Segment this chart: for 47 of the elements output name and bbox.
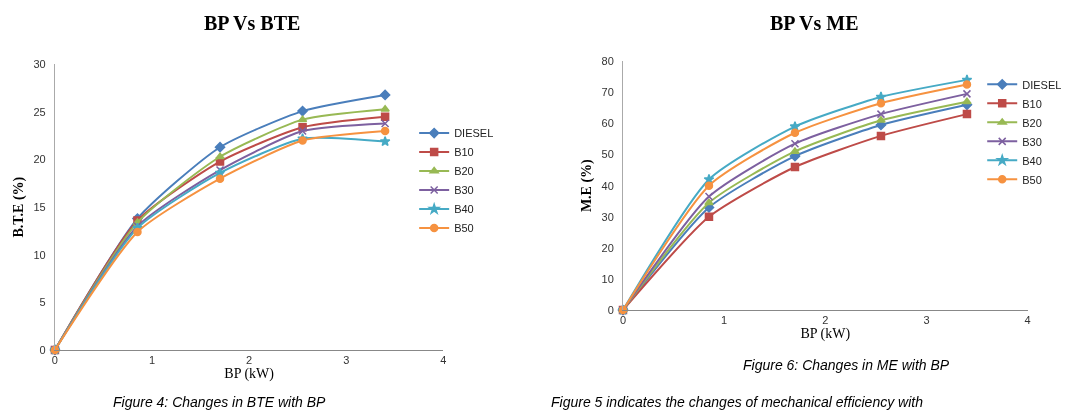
caption: Figure 5 indicates the changes of mechanical efficiency with xyxy=(551,394,924,410)
legend-label: DIESEL xyxy=(454,127,494,140)
legend-label: B30 xyxy=(454,184,474,197)
legend-label: DIESEL xyxy=(1022,78,1062,91)
legend-label: B20 xyxy=(454,165,474,178)
y-tick-label: 10 xyxy=(33,248,46,261)
x-tick-label: 4 xyxy=(1024,314,1031,327)
legend-label: B40 xyxy=(1022,154,1042,167)
y-tick-label: 30 xyxy=(601,210,614,223)
x-axis-title: BP (kW) xyxy=(800,326,851,343)
chart-title: BP Vs ME xyxy=(770,12,859,34)
y-tick-label: 40 xyxy=(601,179,614,192)
legend-label: B20 xyxy=(1022,116,1042,129)
y-tick-label: 20 xyxy=(601,241,614,254)
y-tick-label: 80 xyxy=(601,55,614,68)
y-tick-label: 0 xyxy=(39,343,46,356)
x-tick-label: 1 xyxy=(148,354,156,367)
x-tick-label: 2 xyxy=(822,314,829,327)
x-tick-label: 2 xyxy=(246,354,253,367)
legend-label: B10 xyxy=(1022,97,1042,110)
y-axis-title: M.E (%) xyxy=(579,158,596,213)
x-tick-label: 3 xyxy=(923,314,930,327)
y-tick-label: 25 xyxy=(33,105,46,118)
x-tick-label: 3 xyxy=(343,354,350,367)
y-tick-label: 50 xyxy=(601,148,614,161)
legend-label: B30 xyxy=(1022,135,1042,148)
caption: Figure 4: Changes in BTE with BP xyxy=(113,394,327,410)
y-tick-label: 0 xyxy=(607,303,614,316)
x-axis-title: BP (kW) xyxy=(224,366,275,383)
legend-label: B50 xyxy=(1022,173,1042,186)
legend-label: B40 xyxy=(454,203,474,216)
y-tick-label: 70 xyxy=(601,86,614,99)
y-axis-title: B.T.E (%) xyxy=(11,176,28,238)
chart-title: BP Vs BTE xyxy=(204,12,301,34)
y-tick-label: 10 xyxy=(601,272,614,285)
x-tick-label: 1 xyxy=(721,314,728,327)
x-tick-label: 4 xyxy=(440,354,447,367)
legend-label: B10 xyxy=(454,146,474,159)
legend-label: B50 xyxy=(454,222,474,235)
y-tick-label: 5 xyxy=(39,296,46,309)
y-tick-label: 15 xyxy=(33,201,46,214)
y-tick-label: 60 xyxy=(601,117,614,130)
caption: Figure 6: Changes in ME with BP xyxy=(743,357,950,373)
x-tick-label: 0 xyxy=(51,354,58,367)
y-tick-label: 20 xyxy=(33,153,46,166)
y-tick-label: 30 xyxy=(33,58,46,71)
x-tick-label: 0 xyxy=(619,314,627,327)
